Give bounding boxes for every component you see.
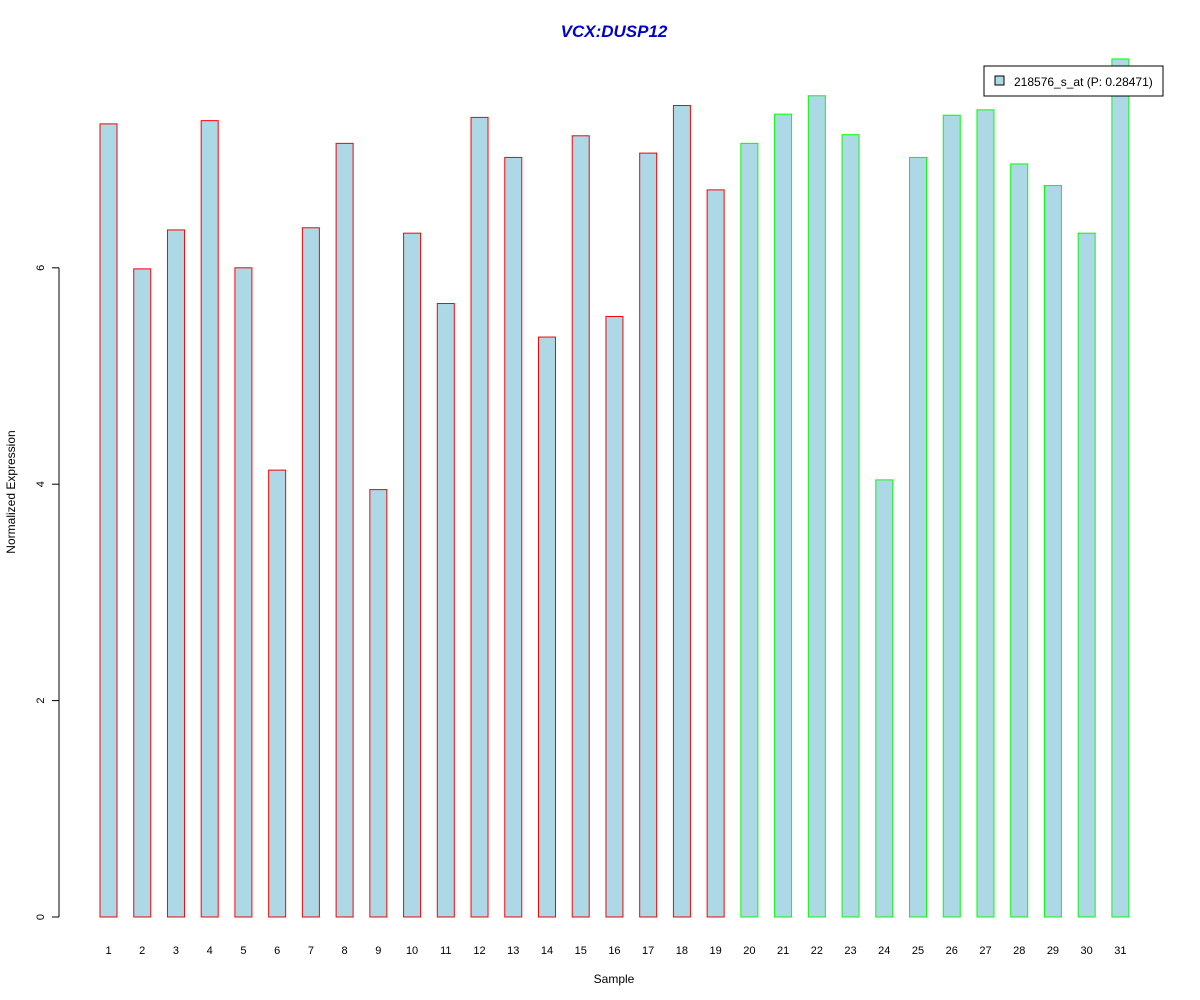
bar: [200, 120, 219, 918]
x-tick-label: 9: [375, 945, 381, 957]
x-tick-label: 4: [207, 945, 213, 957]
x-tick-label: 14: [541, 945, 553, 957]
x-tick-label: 15: [575, 945, 587, 957]
x-tick-label: 8: [342, 945, 348, 957]
x-tick-label: 23: [844, 945, 856, 957]
x-tick-label: 19: [710, 945, 722, 957]
bar: [436, 303, 455, 918]
bar: [470, 116, 489, 918]
bar: [909, 156, 928, 918]
x-tick-label: 10: [406, 945, 418, 957]
x-tick-label: 25: [912, 945, 924, 957]
y-axis: 0 2 4 6: [35, 265, 60, 920]
x-tick-labels: 1 2 3 4 5 6 7 8 9 10 11 12 13 14 15 16 17 18 19 20 21 22 23 24 2…: [105, 945, 1126, 957]
bar: [571, 135, 590, 918]
y-tick-label: 4: [35, 481, 47, 487]
bar: [369, 489, 388, 918]
bar: [807, 95, 826, 918]
x-axis-label: Sample: [594, 972, 635, 986]
bar: [605, 315, 624, 918]
x-tick-label: 3: [173, 945, 179, 957]
y-tick-label: 2: [35, 698, 47, 704]
bar: [268, 469, 287, 918]
x-tick-label: 31: [1114, 945, 1126, 957]
bar: [976, 109, 995, 918]
bar: [504, 156, 523, 918]
bar: [1043, 185, 1062, 918]
bars: [99, 58, 1130, 918]
bar: [1077, 232, 1096, 918]
bar: [537, 336, 556, 918]
bar: [1111, 58, 1130, 918]
bar: [672, 105, 691, 918]
bar: [942, 114, 961, 918]
bar: [639, 152, 658, 918]
x-tick-label: 18: [676, 945, 688, 957]
x-tick-label: 16: [608, 945, 620, 957]
x-tick-label: 2: [139, 945, 145, 957]
x-tick-label: 12: [473, 945, 485, 957]
x-tick-label: 27: [979, 945, 991, 957]
y-axis-label: Normalized Expression: [4, 430, 18, 553]
x-tick-label: 26: [946, 945, 958, 957]
bar: [166, 229, 185, 918]
y-tick-label: 0: [35, 914, 47, 920]
legend: 218576_s_at (P: 0.28471): [983, 65, 1164, 97]
y-tick-label: 6: [35, 265, 47, 271]
x-tick-label: 6: [274, 945, 280, 957]
bar: [875, 479, 894, 918]
bar: [234, 267, 253, 918]
legend-box: [983, 65, 1164, 97]
x-tick-label: 1: [105, 945, 111, 957]
x-tick-label: 21: [777, 945, 789, 957]
x-tick-label: 28: [1013, 945, 1025, 957]
bar: [133, 268, 152, 918]
x-tick-label: 20: [743, 945, 755, 957]
legend-swatch: [994, 75, 1005, 86]
x-tick-label: 24: [878, 945, 890, 957]
bar: [1010, 163, 1029, 918]
bar: [706, 189, 725, 918]
bar: [335, 142, 354, 918]
bar: [99, 123, 118, 918]
chart-title: VCX:DUSP12: [561, 22, 668, 41]
x-tick-label: 11: [440, 945, 451, 957]
bar: [301, 227, 320, 918]
legend-label: 218576_s_at (P: 0.28471): [1014, 75, 1153, 89]
x-tick-label: 13: [507, 945, 519, 957]
x-tick-label: 30: [1081, 945, 1093, 957]
bar: [740, 142, 759, 918]
bar: [841, 134, 860, 918]
x-tick-label: 7: [308, 945, 314, 957]
x-tick-label: 22: [811, 945, 823, 957]
bar: [774, 113, 793, 918]
x-tick-label: 29: [1047, 945, 1059, 957]
x-tick-label: 17: [642, 945, 654, 957]
x-tick-label: 5: [240, 945, 246, 957]
bar: [403, 232, 422, 918]
